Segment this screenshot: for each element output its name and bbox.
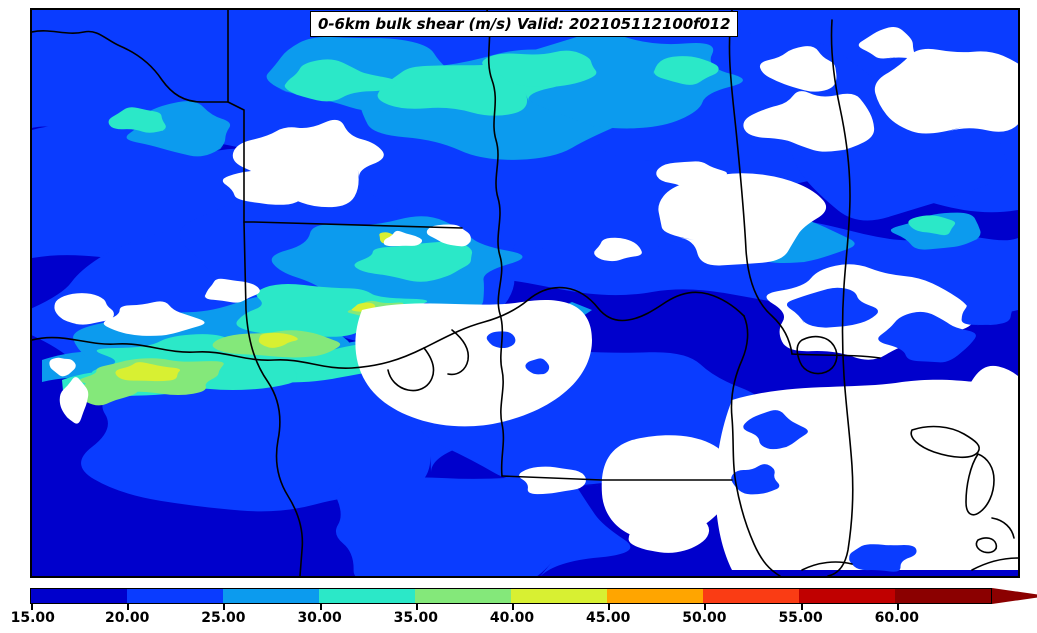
fill-30-35-n	[284, 59, 397, 102]
fill-30-35-sm1	[108, 107, 169, 133]
white-sm-11	[858, 26, 915, 59]
geo-boundary	[32, 10, 229, 103]
white-sm-5	[383, 230, 423, 247]
geo-boundary	[243, 221, 304, 576]
colorbar-tick-55	[800, 603, 803, 610]
geo-boundary	[387, 347, 435, 392]
colorbar-extend-arrow	[992, 588, 1037, 604]
colorbar-tick-35	[415, 603, 418, 610]
colorbar-band-45-50	[607, 589, 703, 603]
geo-boundary	[971, 557, 1018, 571]
white-sm-12	[628, 512, 710, 553]
geo-boundary	[827, 19, 854, 576]
contour-fill-layer	[32, 10, 1018, 576]
fill-35-40-d	[72, 377, 139, 406]
colorbar-band-20-25	[127, 589, 223, 603]
geo-boundary	[796, 335, 838, 375]
colorbar-tick-20	[127, 603, 130, 610]
colorbar-tick-labels: 15.00 20.00 25.00 30.00 35.00 40.00 45.00 50.00…	[11, 610, 992, 630]
geo-boundary	[975, 537, 998, 554]
colorbar-tick-25	[223, 603, 226, 610]
map-title: 0-6km bulk shear (m/s) Valid: 2021051121…	[318, 15, 731, 33]
colorbar-band-40-45	[511, 589, 607, 603]
blue-island-2	[786, 287, 879, 328]
colorbar-label-35: 35.00	[393, 610, 438, 626]
colorbar-tick-15	[31, 603, 33, 610]
white-atlantic-5	[941, 365, 1018, 510]
blue-island-8	[525, 358, 550, 375]
blue-island-5	[731, 464, 782, 495]
white-atlantic-3	[658, 173, 827, 266]
fill-30-35-ne	[482, 50, 597, 87]
white-atlantic-2	[874, 48, 1018, 134]
geo-boundary	[965, 453, 995, 516]
geo-boundary	[991, 517, 1015, 539]
white-sm-9	[592, 237, 642, 262]
geo-boundary	[32, 286, 745, 370]
colorbar-label-25: 25.00	[201, 610, 246, 626]
colorbar-band-50-55	[703, 589, 799, 603]
blue-island-7	[486, 331, 516, 349]
white-sm-13	[519, 466, 587, 495]
shear-contour-map	[32, 10, 1018, 576]
white-alabama-2	[222, 165, 304, 205]
fill-30-35-sm3	[908, 215, 956, 237]
colorbar-bands	[30, 588, 992, 604]
white-sm-4	[426, 224, 472, 247]
geo-boundary	[910, 425, 980, 459]
fill-30-35-ms	[354, 241, 473, 284]
colorbar-band-55-60	[799, 589, 895, 603]
colorbar-label-50: 50.00	[682, 610, 727, 626]
colorbar-band-15-20	[31, 589, 127, 603]
geo-boundary	[486, 10, 505, 477]
colorbar-label-60: 60.00	[874, 610, 919, 626]
white-sm-6	[59, 377, 89, 424]
colorbar-ticks	[30, 603, 992, 610]
white-sm-7	[49, 357, 76, 377]
geo-boundary	[501, 475, 733, 481]
white-atlantic-6	[850, 443, 981, 536]
map-title-box: 0-6km bulk shear (m/s) Valid: 2021051121…	[310, 11, 739, 37]
map-panel	[30, 8, 1020, 578]
colorbar-band-25-30	[223, 589, 319, 603]
colorbar-label-30: 30.00	[297, 610, 342, 626]
colorbar-tick-40	[512, 603, 514, 610]
white-sm-1	[103, 301, 205, 336]
geo-boundary	[447, 329, 470, 376]
blue-island-4	[961, 292, 1016, 326]
colorbar-label-15: 15.00	[10, 610, 55, 626]
colorbar-tick-60	[896, 603, 899, 610]
colorbar-label-20: 20.00	[105, 610, 150, 626]
white-sm-10	[759, 46, 838, 92]
fill-30-35-sm2	[653, 56, 719, 85]
colorbar: 15.00 20.00 25.00 30.00 35.00 40.00 45.00 50.00…	[11, 588, 1037, 633]
geography-border-layer	[32, 10, 1018, 576]
geo-boundary	[730, 315, 781, 576]
colorbar-label-55: 55.00	[778, 610, 823, 626]
blue-island-6	[848, 544, 917, 572]
geo-boundary	[801, 561, 853, 571]
white-sm-2	[54, 293, 114, 326]
colorbar-tick-30	[319, 603, 322, 610]
colorbar-band->60	[895, 589, 991, 603]
geo-boundary	[728, 10, 793, 355]
colorbar-label-45: 45.00	[586, 610, 631, 626]
white-atlantic-4	[743, 91, 875, 152]
colorbar-tick-50	[704, 603, 707, 610]
fill-40-45-core	[115, 362, 181, 382]
blue-island-3	[878, 311, 976, 363]
colorbar-band-30-35	[319, 589, 415, 603]
blue-island-1	[743, 410, 808, 450]
white-gulf-main	[355, 299, 592, 427]
colorbar-label-40: 40.00	[489, 610, 535, 626]
white-fl-west	[601, 435, 734, 540]
fill-40-45-b	[258, 332, 298, 348]
colorbar-tick-45	[608, 603, 611, 610]
fill-20-25-gulf-south	[335, 476, 631, 576]
white-sm-8	[656, 161, 727, 190]
colorbar-band-35-40	[415, 589, 511, 603]
